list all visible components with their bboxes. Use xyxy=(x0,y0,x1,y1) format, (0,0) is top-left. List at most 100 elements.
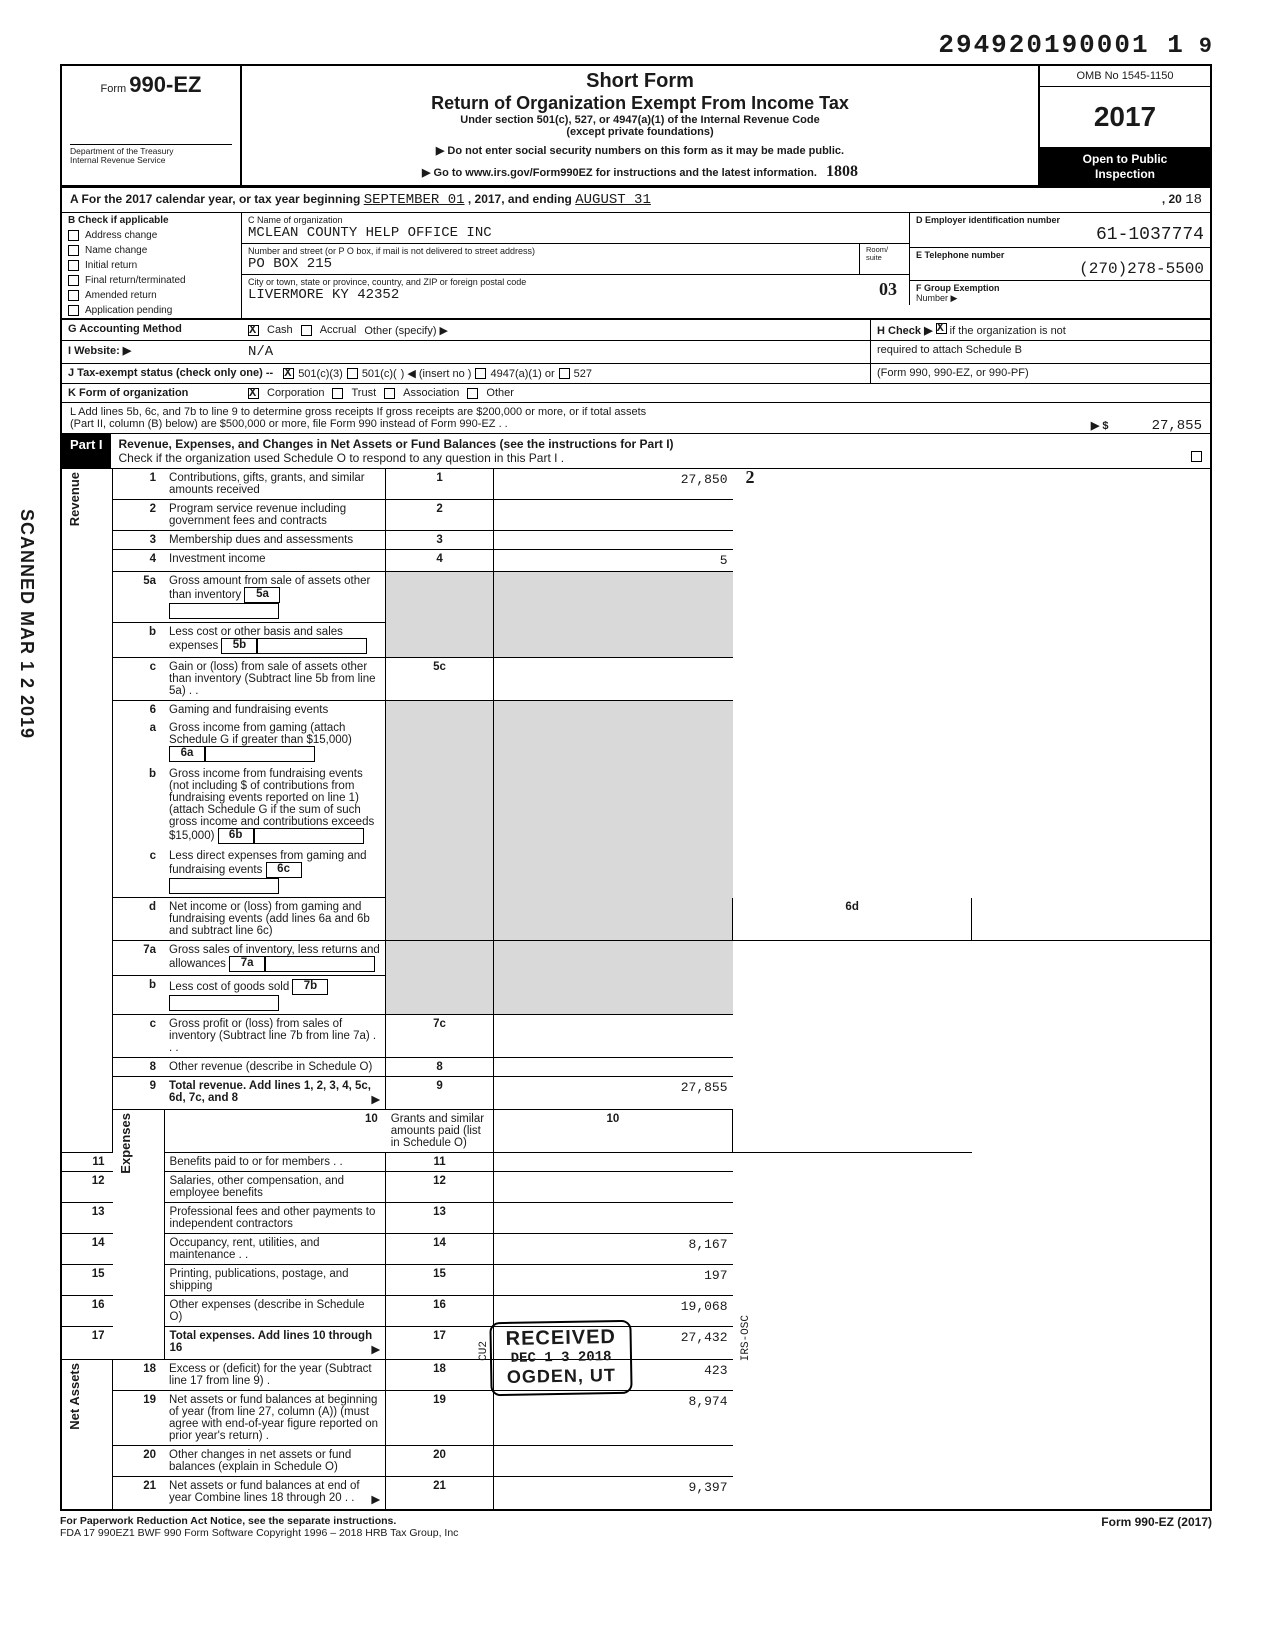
line-17-arrow: ▶ xyxy=(371,1342,380,1356)
line-7c-amt xyxy=(493,1015,732,1058)
check-address-change[interactable] xyxy=(68,230,79,241)
instruction-1: ▶ Do not enter social security numbers o… xyxy=(252,144,1028,157)
footer-paperwork: For Paperwork Reduction Act Notice, see … xyxy=(60,1515,396,1527)
check-association[interactable] xyxy=(384,388,395,399)
line-16-desc: Other expenses (describe in Schedule O) xyxy=(164,1296,386,1327)
line-9-amt: 27,855 xyxy=(493,1077,732,1110)
line-2-amt xyxy=(493,500,732,531)
check-amended-return[interactable] xyxy=(68,290,79,301)
line-21-arrow: ▶ xyxy=(371,1492,380,1506)
dln-suffix: 9 xyxy=(1199,34,1212,59)
j-4947: 4947(a)(1) or xyxy=(490,368,554,380)
line-15-amt: 197 xyxy=(493,1265,732,1296)
org-street: PO BOX 215 xyxy=(248,256,853,272)
form-header: Form 990-EZ Department of the Treasury I… xyxy=(60,64,1212,188)
check-4947[interactable] xyxy=(475,368,486,379)
row-l: L Add lines 5b, 6c, and 7b to line 9 to … xyxy=(60,403,1212,434)
check-501c3[interactable] xyxy=(283,368,294,379)
g-accrual: Accrual xyxy=(320,324,357,336)
check-label-5: Application pending xyxy=(85,305,172,316)
line-6a-desc: Gross income from gaming (attach Schedul… xyxy=(169,722,352,746)
check-label-0: Address change xyxy=(85,230,157,241)
line-10-desc: Grants and similar amounts paid (list in… xyxy=(386,1110,494,1153)
website: N/A xyxy=(248,344,273,360)
check-label-1: Name change xyxy=(85,245,147,256)
line-12-amt xyxy=(493,1172,732,1203)
line-8-amt xyxy=(493,1058,732,1077)
open-line-2: Inspection xyxy=(1044,167,1206,181)
check-name-change[interactable] xyxy=(68,245,79,256)
check-initial-return[interactable] xyxy=(68,260,79,271)
box-6b: 6b xyxy=(218,828,254,844)
line-20-amt xyxy=(493,1446,732,1477)
check-501c[interactable] xyxy=(347,368,358,379)
check-other-org[interactable] xyxy=(467,388,478,399)
footer-software: FDA 17 990EZ1 BWF 990 Form Software Copy… xyxy=(60,1527,458,1539)
line-10-amt xyxy=(733,1110,972,1153)
j-527: 527 xyxy=(574,368,592,380)
form-number: Form 990-EZ xyxy=(70,72,232,98)
line-20-desc: Other changes in net assets or fund bala… xyxy=(164,1446,386,1477)
check-corporation[interactable] xyxy=(248,388,259,399)
check-label-4: Amended return xyxy=(85,290,157,301)
check-accrual[interactable] xyxy=(301,325,312,336)
row-a-end: AUGUST 31 xyxy=(575,192,651,208)
l-line-1: L Add lines 5b, 6c, and 7b to line 9 to … xyxy=(70,406,1202,418)
open-to-public: Open to Public Inspection xyxy=(1040,148,1210,185)
j-right: (Form 990, 990-EZ, or 990-PF) xyxy=(870,364,1210,383)
j-501c: 501(c)( xyxy=(362,368,397,380)
check-cash[interactable] xyxy=(248,325,259,336)
checks-header: B Check if applicable xyxy=(62,213,241,228)
row-k: K Form of organization Corporation Trust… xyxy=(60,384,1212,403)
dept-block: Department of the Treasury Internal Reve… xyxy=(70,144,232,166)
phone: (270)278-5500 xyxy=(916,260,1204,278)
stamp-cu2: CU2 xyxy=(478,1341,490,1361)
row-g: G Accounting Method Cash Accrual Other (… xyxy=(60,320,1212,341)
e-label: E Telephone number xyxy=(916,250,1204,260)
f-label: F Group Exemption xyxy=(916,283,1204,293)
k-assoc: Association xyxy=(403,387,459,399)
line-9-arrow: ▶ xyxy=(371,1092,380,1106)
line-7b-desc: Less cost of goods sold xyxy=(169,981,289,993)
check-527[interactable] xyxy=(559,368,570,379)
stamp-received-3: OGDEN, UT xyxy=(506,1365,617,1388)
check-label-2: Initial return xyxy=(85,260,137,271)
j-501c3: 501(c)(3) xyxy=(298,368,343,380)
footer: For Paperwork Reduction Act Notice, see … xyxy=(60,1515,1212,1539)
d-label: D Employer identification number xyxy=(916,215,1204,225)
line-9-desc: Total revenue. Add lines 1, 2, 3, 4, 5c,… xyxy=(169,1080,371,1104)
check-trust[interactable] xyxy=(332,388,343,399)
h-label: H Check ▶ xyxy=(877,325,933,337)
form-no-big: 990-EZ xyxy=(129,72,201,97)
open-line-1: Open to Public xyxy=(1044,152,1206,166)
line-13-desc: Professional fees and other payments to … xyxy=(164,1203,386,1234)
stamp-received-2: DEC 1 3 2018 xyxy=(506,1349,617,1367)
line-7c-desc: Gross profit or (loss) from sales of inv… xyxy=(164,1015,386,1058)
handwritten-1808: 1808 xyxy=(826,163,858,180)
check-application-pending[interactable] xyxy=(68,305,79,316)
j-insert: ) ◀ (insert no ) xyxy=(401,367,472,380)
stamp-scanned: SCANNED MAR 1 2 2019 xyxy=(16,509,37,739)
org-city: LIVERMORE KY 42352 xyxy=(248,287,903,303)
line-6-desc: Gaming and fundraising events xyxy=(164,701,386,720)
col-b-checks: B Check if applicable Address change Nam… xyxy=(62,213,242,318)
line-6d-desc: Net income or (loss) from gaming and fun… xyxy=(164,898,386,941)
line-1-amt: 27,850 xyxy=(681,472,728,487)
h-tail: if the organization is not xyxy=(950,325,1066,337)
street-label: Number and street (or P O box, if mail i… xyxy=(248,246,853,256)
g-cash: Cash xyxy=(267,324,293,336)
stamp-received: RECEIVED DEC 1 3 2018 OGDEN, UT xyxy=(489,1320,633,1396)
l-amount: 27,855 xyxy=(1152,418,1202,434)
check-schedule-o[interactable] xyxy=(1191,451,1202,462)
line-15-desc: Printing, publications, postage, and shi… xyxy=(164,1265,386,1296)
line-12-desc: Salaries, other compensation, and employ… xyxy=(164,1172,386,1203)
org-name: MCLEAN COUNTY HELP OFFICE INC xyxy=(248,225,903,241)
row-i: I Website: ▶ N/A required to attach Sche… xyxy=(60,341,1212,364)
box-6c: 6c xyxy=(266,862,302,878)
k-other: Other xyxy=(486,387,514,399)
check-final-return[interactable] xyxy=(68,275,79,286)
line-1-desc: Contributions, gifts, grants, and simila… xyxy=(164,469,386,500)
line-19-desc: Net assets or fund balances at beginning… xyxy=(164,1391,386,1446)
check-h[interactable] xyxy=(936,323,947,334)
l-line-2: (Part II, column (B) below) are $500,000… xyxy=(70,418,508,430)
